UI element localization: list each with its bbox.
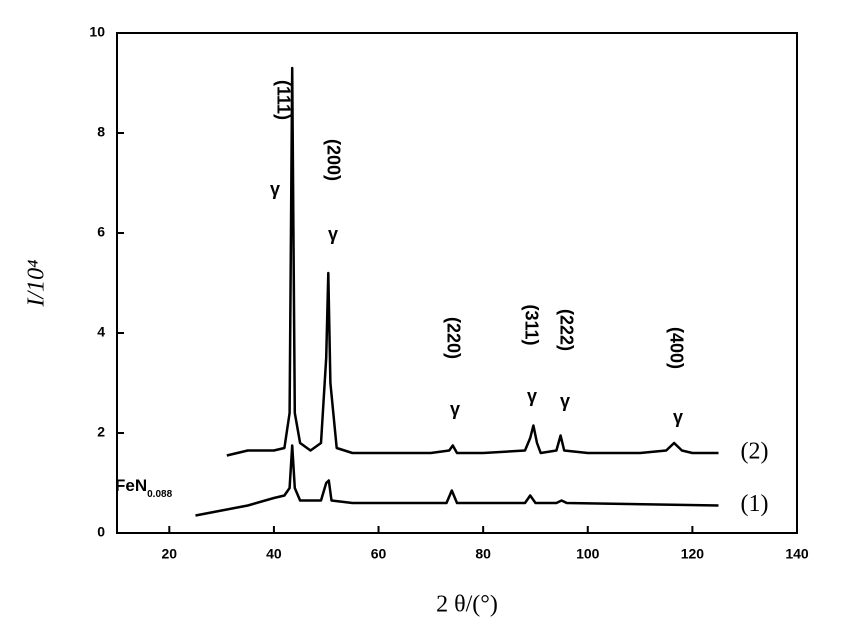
peak-hkl: (311) (521, 304, 541, 345)
sample-label-main: FeN (115, 476, 147, 495)
peak-phase: γ (560, 391, 570, 411)
x-tick-label: 120 (681, 546, 705, 562)
x-axis-label: 2 θ/(°) (436, 592, 498, 618)
series-label: (1) (741, 491, 769, 517)
peak-hkl: (222) (556, 309, 576, 351)
y-tick-label: 10 (89, 24, 105, 40)
peak-hkl: (200) (323, 139, 343, 181)
peak-hkl: (400) (666, 327, 686, 369)
peak-hkl: (111) (273, 80, 293, 120)
peak-hkl: (220) (443, 317, 463, 359)
series-line (195, 444, 719, 517)
peak-phase: γ (450, 399, 460, 419)
series-label: (2) (741, 439, 769, 465)
x-tick-label: 100 (576, 546, 600, 562)
x-tick-label: 40 (266, 546, 282, 562)
y-tick-label: 4 (97, 324, 105, 340)
y-axis-label: I/10⁴ (24, 259, 50, 307)
peak-phase: γ (673, 407, 683, 427)
sample-label: FeN0.088 (115, 476, 173, 499)
sample-label-sub: 0.088 (147, 489, 172, 500)
peak-phase: γ (527, 386, 537, 406)
x-tick-label: 60 (371, 546, 387, 562)
y-tick-label: 8 (97, 124, 105, 140)
y-tick-label: 0 (97, 524, 105, 540)
y-tick-label: 2 (97, 424, 105, 440)
series-line (226, 66, 719, 457)
peak-phase: γ (270, 179, 280, 199)
x-tick-label: 80 (475, 546, 491, 562)
x-tick-label: 20 (162, 546, 178, 562)
x-tick-label: 140 (785, 546, 809, 562)
y-tick-label: 6 (97, 224, 105, 240)
peak-phase: γ (328, 224, 338, 244)
plot-frame (116, 32, 798, 534)
